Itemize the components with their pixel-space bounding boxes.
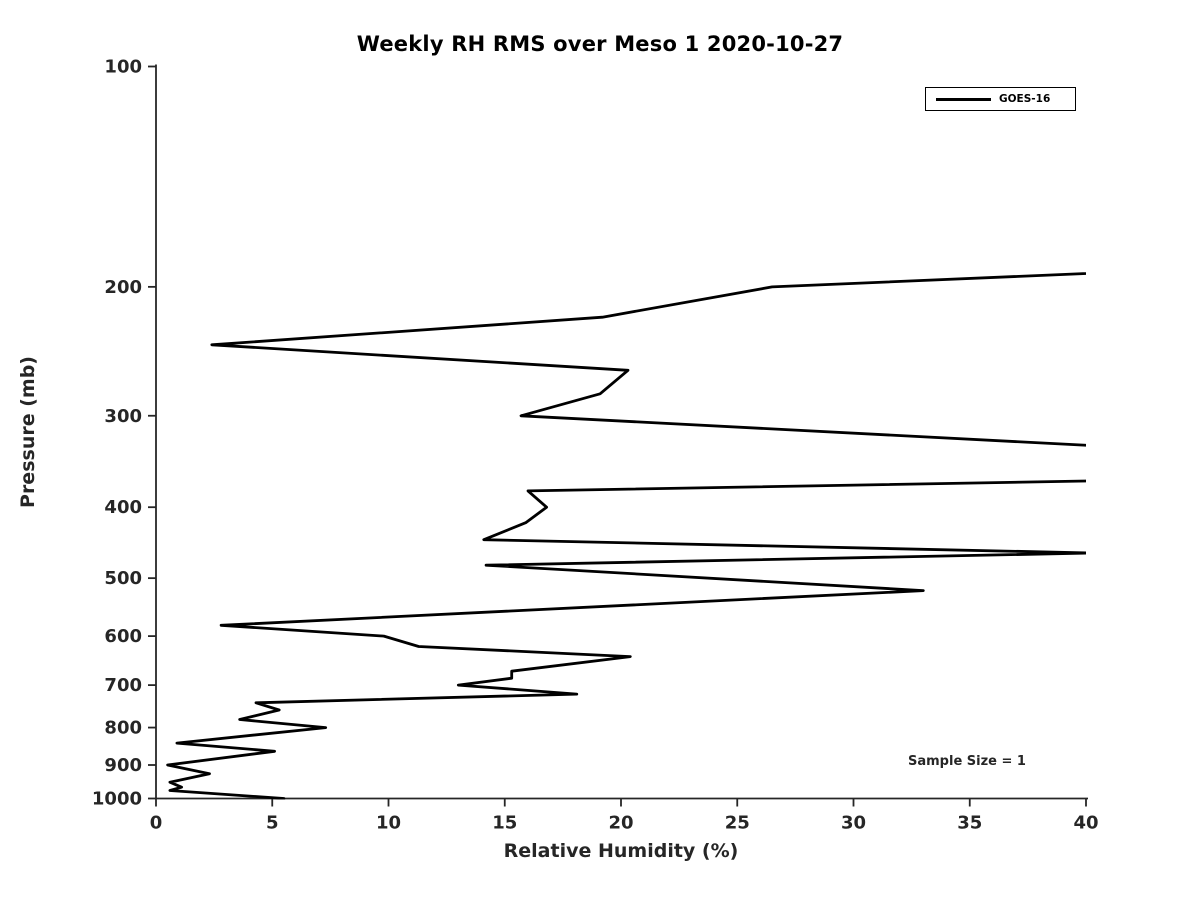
legend-label: GOES-16 [999,93,1051,105]
y-tick-label: 500 [104,568,142,589]
y-tick-label: 1000 [92,789,142,810]
x-tick-label: 25 [725,813,750,834]
y-tick-label: 300 [104,406,142,427]
y-tick-label: 900 [104,755,142,776]
x-tick-label: 40 [1073,813,1098,834]
sample-size-annotation: Sample Size = 1 [908,754,1026,769]
x-tick-label: 20 [608,813,633,834]
legend-line-swatch [936,97,991,101]
x-axis-label: Relative Humidity (%) [503,840,739,862]
y-axis-label: Pressure (mb) [17,356,39,508]
y-tick-label: 100 [104,57,142,78]
y-tick-label: 600 [104,626,142,647]
y-tick-label: 700 [104,675,142,696]
chart-title: Weekly RH RMS over Meso 1 2020-10-27 [356,32,844,56]
x-tick-label: 0 [150,813,163,834]
x-tick-label: 35 [957,813,982,834]
y-tick-label: 800 [104,718,142,739]
y-tick-label: 200 [104,277,142,298]
x-tick-label: 10 [376,813,401,834]
x-tick-label: 15 [492,813,517,834]
y-tick-label: 400 [104,497,142,518]
data-series-line [166,272,1086,800]
x-tick-label: 5 [266,813,279,834]
x-tick-label: 30 [841,813,866,834]
legend: GOES-16 [925,87,1076,111]
